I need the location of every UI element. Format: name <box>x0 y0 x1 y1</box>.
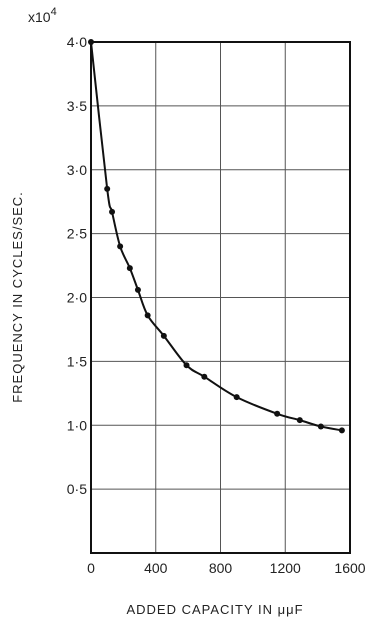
data-point <box>338 427 345 434</box>
y-tick-label: 3·5 <box>67 98 87 114</box>
y-tick-label: 3·0 <box>67 162 87 178</box>
data-point <box>144 312 151 319</box>
y-multiplier-exponent: 4 <box>51 6 57 18</box>
y-tick-labels: 0·5 1·0 1·5 2·0 2·5 3·0 3·5 4·0 <box>67 34 87 497</box>
x-tick-label: 800 <box>209 560 233 576</box>
y-tick-label: 1·0 <box>67 417 87 433</box>
grid <box>91 42 350 553</box>
x-tick-labels: 0 400 800 1200 1600 <box>87 560 366 576</box>
x-tick-label: 1600 <box>334 560 365 576</box>
data-point <box>183 362 190 369</box>
data-point <box>296 417 303 424</box>
plot-frame <box>90 41 351 554</box>
data-points <box>88 39 345 434</box>
data-point <box>88 39 94 45</box>
x-tick-label: 0 <box>87 560 95 576</box>
y-multiplier-label: x104 <box>28 6 57 25</box>
x-tick-label: 400 <box>144 560 168 576</box>
data-point <box>233 394 240 401</box>
data-point <box>201 373 208 380</box>
y-tick-label: 1·5 <box>67 353 87 369</box>
data-point <box>274 410 281 417</box>
data-point <box>109 208 116 215</box>
data-point <box>317 423 324 430</box>
data-point <box>134 286 141 293</box>
x-axis-title: ADDED CAPACITY IN μμF <box>126 602 303 617</box>
y-tick-label: 2·5 <box>67 226 87 242</box>
y-tick-label: 0·5 <box>67 481 87 497</box>
x-tick-label: 1200 <box>270 560 301 576</box>
y-axis-title: FREQUENCY IN CYCLES/SEC. <box>10 191 25 403</box>
data-point <box>104 185 111 192</box>
data-point <box>126 265 133 272</box>
frequency-curve <box>90 41 343 432</box>
y-tick-label: 4·0 <box>67 34 87 50</box>
series-line <box>90 41 343 432</box>
y-tick-label: 2·0 <box>67 290 87 306</box>
data-point <box>117 243 124 250</box>
data-point <box>160 332 167 339</box>
